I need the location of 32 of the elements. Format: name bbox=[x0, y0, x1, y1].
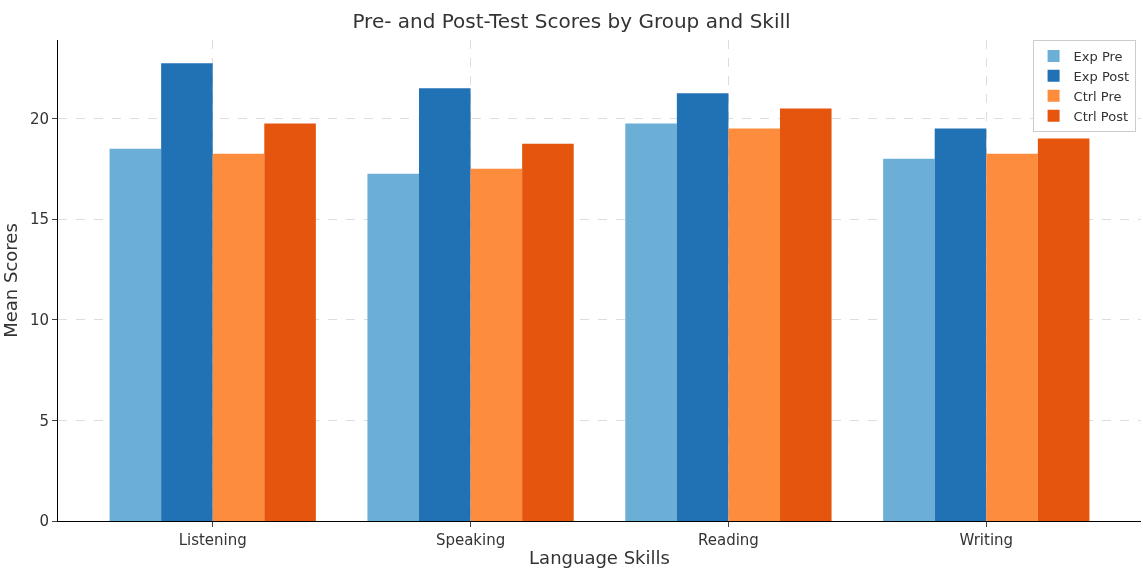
y-tick-label: 10 bbox=[29, 310, 49, 329]
bar bbox=[625, 123, 677, 521]
legend-label: Exp Post bbox=[1073, 68, 1130, 84]
bar bbox=[109, 148, 162, 521]
bar bbox=[212, 153, 265, 521]
bar bbox=[934, 128, 987, 521]
x-axis-title: Language Skills bbox=[529, 547, 670, 568]
x-tick-label: Speaking bbox=[435, 531, 506, 549]
bar bbox=[419, 88, 471, 521]
legend-label: Ctrl Post bbox=[1073, 108, 1129, 124]
bar bbox=[728, 128, 780, 521]
y-tick-label: 15 bbox=[29, 210, 49, 229]
bar bbox=[264, 123, 316, 521]
bar bbox=[522, 143, 574, 521]
x-tick-label: Reading bbox=[697, 531, 759, 549]
chart-title: Pre- and Post-Test Scores by Group and Skill bbox=[352, 9, 791, 34]
y-tick-label: 0 bbox=[39, 512, 49, 531]
y-tick-label: 5 bbox=[39, 411, 49, 430]
bar bbox=[676, 93, 729, 521]
bar bbox=[883, 158, 935, 521]
bar bbox=[1037, 138, 1090, 521]
y-axis-title: Mean Scores bbox=[0, 223, 21, 338]
bar bbox=[470, 168, 523, 521]
legend-label: Exp Pre bbox=[1073, 49, 1123, 65]
y-tick-label: 20 bbox=[29, 109, 49, 128]
bar bbox=[986, 153, 1038, 521]
legend-label: Ctrl Pre bbox=[1073, 88, 1122, 104]
x-tick-label: Listening bbox=[178, 531, 247, 549]
x-tick-label: Writing bbox=[959, 531, 1014, 549]
bar bbox=[780, 108, 832, 521]
bar bbox=[161, 63, 213, 521]
bar bbox=[367, 173, 419, 521]
